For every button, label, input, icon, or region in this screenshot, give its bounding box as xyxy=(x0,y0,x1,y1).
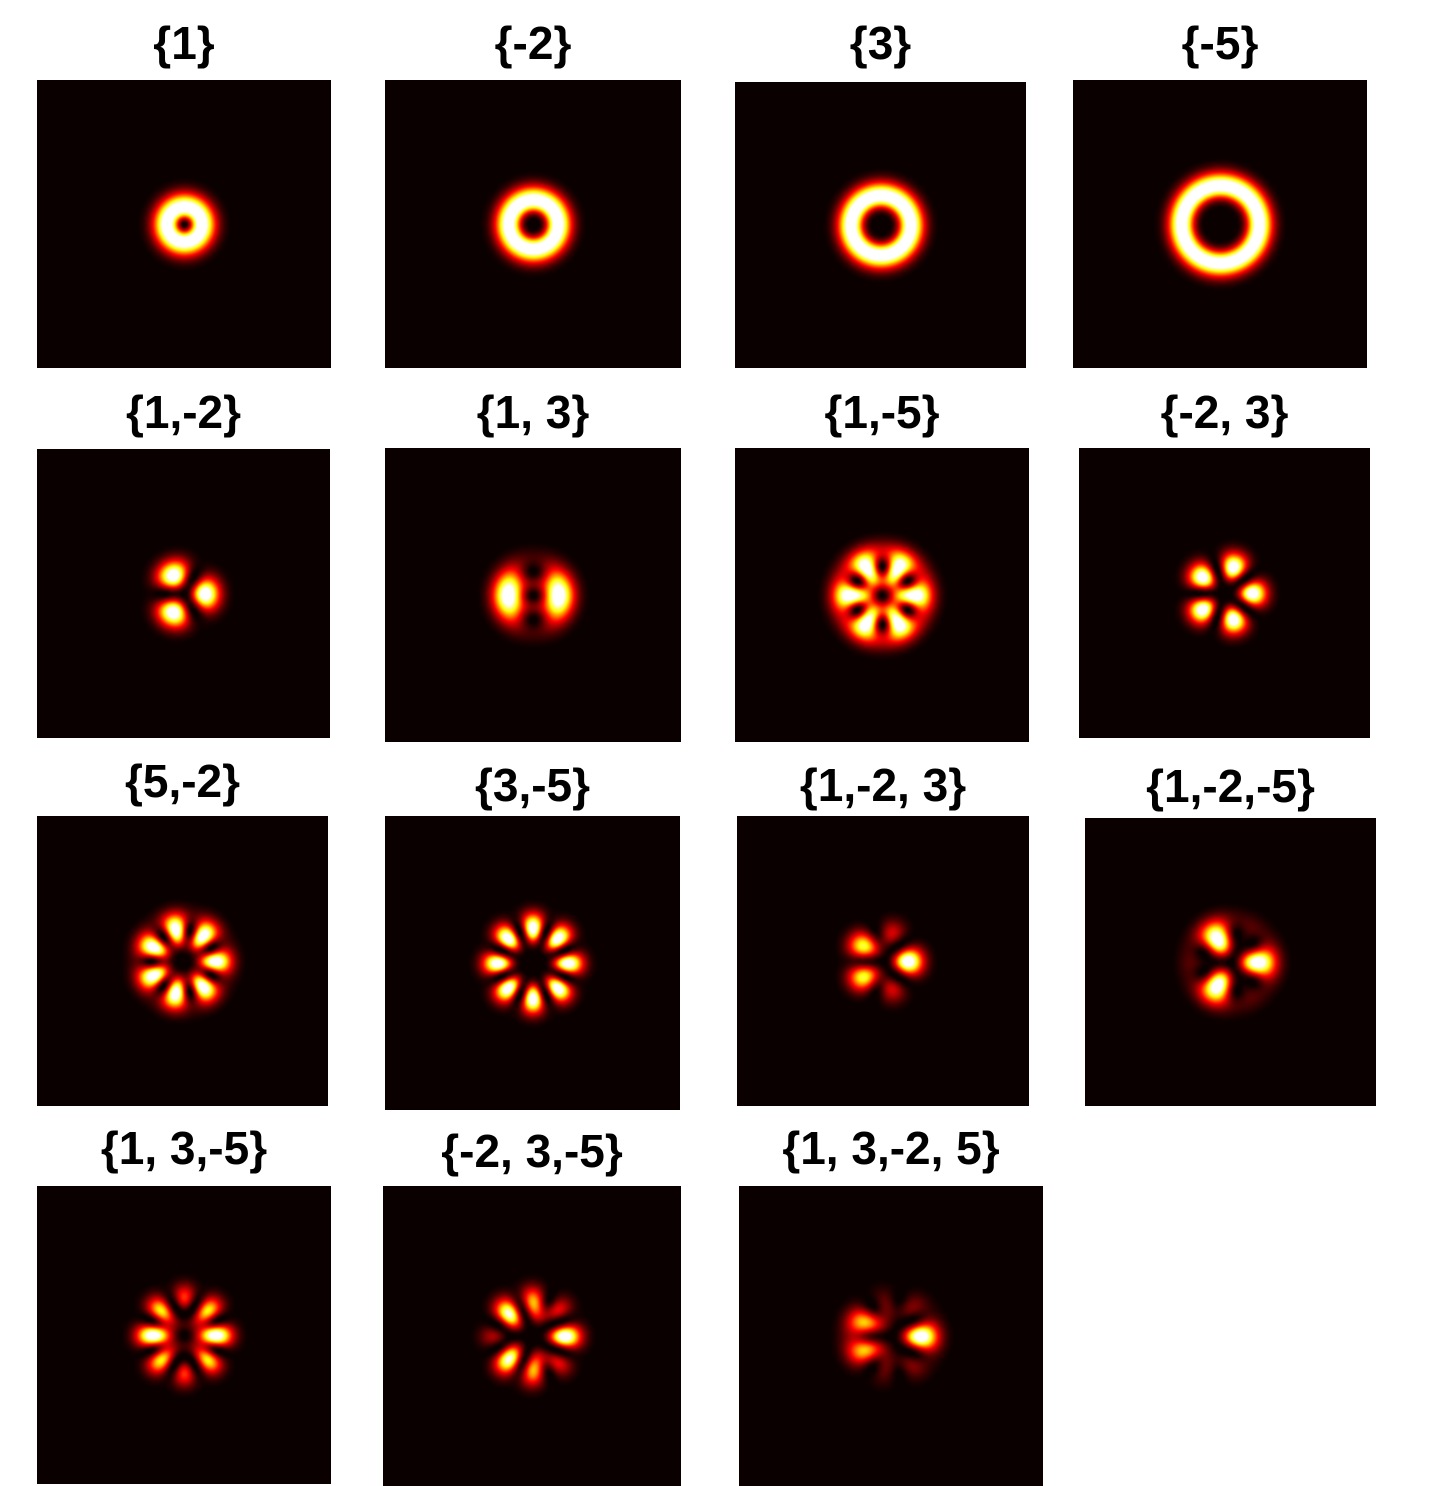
intensity-pattern xyxy=(739,1186,1043,1486)
panel-title: {1,-2,-5} xyxy=(1146,760,1315,812)
intensity-pattern xyxy=(735,82,1026,368)
intensity-pattern xyxy=(1079,448,1370,738)
panel-title: {-5} xyxy=(1181,17,1259,69)
panel-title: {1,-5} xyxy=(824,386,940,438)
panel-4: {-5} xyxy=(1073,18,1367,368)
panel-9: {5,-2} xyxy=(37,756,328,1106)
panel-title: {1, 3,-5} xyxy=(100,1122,268,1174)
panel-15: {1, 3,-2, 5} xyxy=(739,1123,1043,1486)
panel-title: {5,-2} xyxy=(124,755,241,807)
intensity-pattern xyxy=(737,816,1029,1106)
panel-13: {1, 3,-5} xyxy=(37,1123,331,1484)
panel-11: {1,-2, 3} xyxy=(737,756,1029,1106)
intensity-pattern xyxy=(385,80,681,368)
panel-3: {3} xyxy=(735,18,1026,368)
panel-5: {1,-2} xyxy=(37,387,330,738)
panel-title: {-2, 3,-5} xyxy=(441,1125,623,1177)
intensity-pattern xyxy=(37,1186,331,1484)
panel-2: {-2} xyxy=(385,18,681,368)
panel-title: {1, 3} xyxy=(476,386,590,438)
panel-title: {1, 3,-2, 5} xyxy=(782,1122,1000,1174)
panel-12: {1,-2,-5} xyxy=(1085,756,1376,1106)
intensity-pattern xyxy=(735,448,1029,742)
intensity-pattern xyxy=(385,448,681,742)
panel-14: {-2, 3,-5} xyxy=(383,1123,681,1486)
panel-title: {1} xyxy=(153,17,215,69)
intensity-pattern xyxy=(37,80,331,368)
panel-7: {1,-5} xyxy=(735,387,1029,742)
intensity-pattern xyxy=(37,449,330,738)
panel-6: {1, 3} xyxy=(385,387,681,742)
intensity-pattern xyxy=(383,1186,681,1486)
panel-title: {-2} xyxy=(494,17,572,69)
panel-title: {-2, 3} xyxy=(1160,386,1289,438)
intensity-pattern xyxy=(1073,80,1367,368)
intensity-pattern xyxy=(1085,818,1376,1106)
panel-1: {1} xyxy=(37,18,331,368)
panel-title: {3,-5} xyxy=(474,759,591,811)
panel-title: {3} xyxy=(849,17,912,69)
intensity-pattern xyxy=(385,816,680,1110)
panel-title: {1,-2, 3} xyxy=(799,759,967,811)
panel-10: {3,-5} xyxy=(385,756,680,1110)
panel-8: {-2, 3} xyxy=(1079,387,1370,738)
intensity-pattern xyxy=(37,816,328,1106)
panel-title: {1,-2} xyxy=(125,386,242,438)
